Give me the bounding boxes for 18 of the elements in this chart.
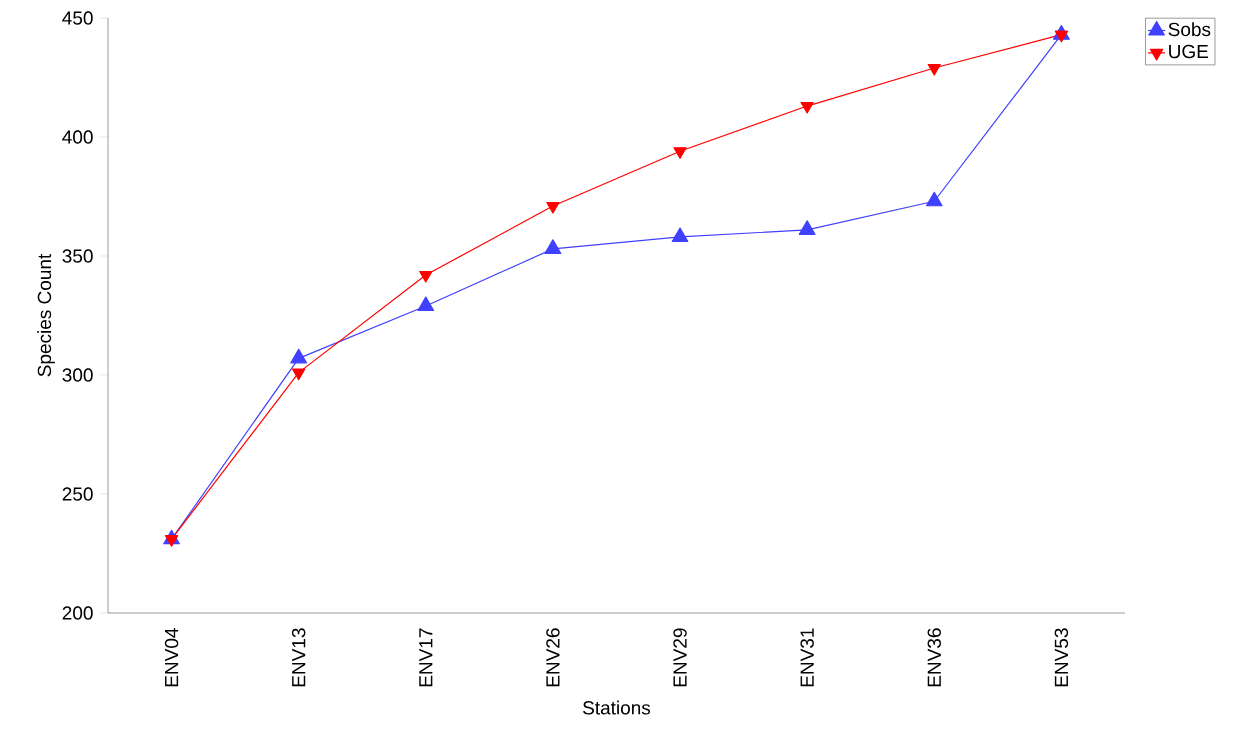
x-tick-label: ENV17: [419, 628, 433, 687]
x-tick-label: ENV31: [800, 628, 814, 687]
x-tick-label: ENV36: [927, 628, 941, 687]
y-tick-label: 450: [62, 11, 93, 25]
x-tick-label: ENV26: [546, 628, 560, 687]
y-tick-label: 250: [62, 487, 93, 501]
y-tick-label: 200: [62, 606, 93, 620]
x-axis-title: Stations: [583, 700, 651, 715]
x-tick-label: ENV04: [164, 628, 179, 687]
x-tick-label: ENV13: [291, 628, 306, 687]
legend-label: UGE: [1169, 44, 1209, 59]
x-tick-label: ENV53: [1054, 628, 1069, 687]
y-axis-title: Species Count: [37, 253, 55, 377]
y-tick-label: 400: [62, 130, 93, 144]
legend-label: Sobs: [1168, 22, 1211, 37]
y-tick-label: 300: [62, 368, 93, 382]
y-tick-label: 350: [62, 249, 93, 263]
x-tick-label: ENV29: [673, 628, 687, 687]
